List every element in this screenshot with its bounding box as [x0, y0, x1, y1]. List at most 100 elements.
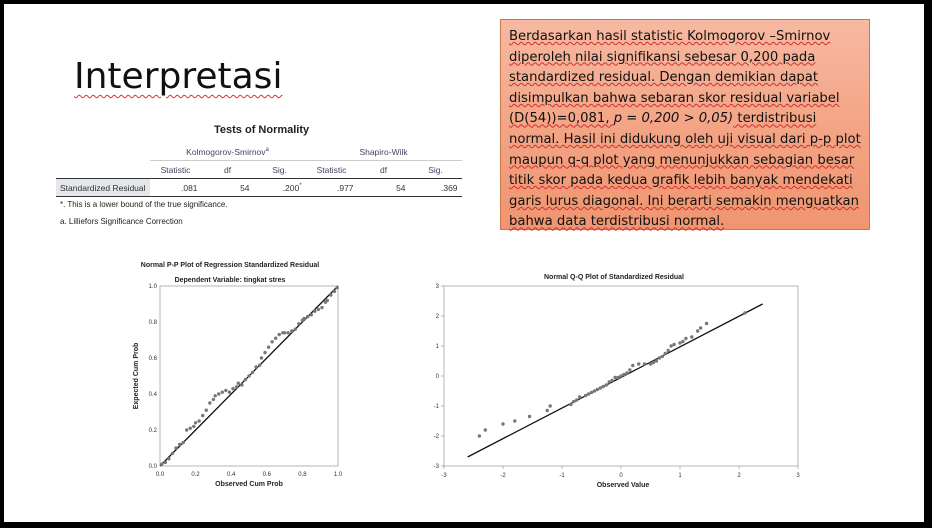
pp-point [185, 428, 189, 432]
table-cell: 54 [357, 178, 410, 197]
col-header: df [357, 160, 410, 179]
pp-point [320, 305, 324, 310]
qq-point [575, 398, 579, 402]
qq-point [586, 392, 591, 396]
qq-point [619, 374, 623, 378]
qq-x-tick: -1 [559, 473, 565, 479]
qq-point [569, 402, 573, 407]
qq-x-tick: -2 [500, 473, 506, 479]
interpretation-textbox[interactable]: Berdasarkan hasil statistic Kolmogorov –… [500, 19, 870, 230]
qq-point [704, 321, 709, 326]
pp-x-tick: 0.6 [263, 472, 272, 478]
pp-point [188, 426, 192, 430]
qq-point [625, 371, 629, 375]
qq-point [610, 378, 614, 383]
qq-point [616, 375, 620, 380]
normality-table-title: Tests of Normality [214, 124, 310, 136]
col-header: Statistic [305, 160, 358, 179]
qq-point [698, 326, 703, 330]
pp-point [290, 329, 294, 333]
pp-point [234, 385, 239, 389]
pp-y-tick: 0.4 [149, 392, 158, 398]
qq-point [622, 372, 626, 377]
pp-point [220, 390, 224, 394]
pp-point [197, 419, 201, 423]
qq-point [637, 362, 641, 366]
ks-group-header: Kolmogorov-Smirnova [149, 143, 306, 161]
qq-point [666, 348, 670, 353]
qq-point [527, 414, 532, 419]
qq-point [595, 387, 600, 392]
pp-point [204, 408, 208, 412]
qq-point [631, 363, 635, 368]
qq-point [696, 329, 700, 333]
qq-point [607, 380, 611, 384]
pp-point [192, 424, 196, 429]
corner-cell-2 [56, 161, 150, 179]
qq-x-tick: 0 [619, 473, 623, 479]
qq-x-tick: 3 [796, 473, 800, 479]
note-text-1: Berdasarkan hasil statistic Kolmogorov –… [509, 29, 840, 127]
qq-y-tick: 0 [436, 374, 440, 380]
qq-x-tick: 2 [737, 473, 741, 479]
pp-point [181, 440, 185, 445]
pp-point [335, 286, 339, 290]
qq-point [598, 386, 603, 390]
pp-point [193, 421, 198, 425]
qq-y-tick: 3 [436, 284, 440, 290]
pp-y-tick: 0.0 [149, 464, 158, 470]
qq-point [578, 395, 582, 399]
pp-y-tick: 0.8 [149, 320, 158, 326]
qq-point [483, 428, 487, 432]
pp-point [163, 460, 168, 465]
pp-title: Normal P-P Plot of Regression Standardiz… [141, 262, 319, 269]
pp-point [174, 446, 178, 450]
qq-title: Normal Q-Q Plot of Standardized Residual [544, 274, 684, 281]
pp-point [306, 314, 310, 319]
qq-point [583, 393, 588, 398]
pp-point [263, 350, 267, 355]
qq-x-tick: -3 [441, 473, 447, 479]
qq-point [601, 384, 605, 389]
pp-point [211, 397, 216, 402]
qq-point [592, 389, 597, 393]
pp-subtitle: Dependent Variable: tingkat stres [175, 277, 286, 284]
qq-y-tick: -2 [434, 434, 440, 440]
pp-point [170, 451, 175, 456]
qq-point [672, 342, 676, 347]
table-cell: 54 [201, 178, 254, 197]
qq-point [628, 368, 632, 372]
pp-point [316, 307, 321, 312]
pp-point [259, 356, 264, 360]
qq-x-tick: 1 [678, 473, 682, 479]
pp-point [325, 298, 330, 303]
qq-point [477, 434, 482, 438]
pp-point [277, 332, 281, 337]
table-footnote: *. This is a lower bound of the true sig… [60, 200, 228, 209]
pp-x-tick: 0.8 [298, 472, 307, 478]
pp-point [208, 401, 212, 405]
pp-y-tick: 0.2 [149, 428, 158, 434]
pp-x-tick: 0.0 [156, 472, 165, 478]
sw-group-header: Shapiro-Wilk [305, 143, 462, 161]
pp-point [236, 381, 241, 385]
pp-point [332, 289, 337, 294]
pp-point [250, 370, 255, 375]
pp-point [240, 383, 244, 387]
qq-point [648, 362, 653, 366]
qq-point [642, 362, 647, 366]
qq-y-tick: 1 [436, 344, 440, 350]
qq-point [613, 375, 617, 380]
table-cell: .081 [149, 178, 202, 197]
qq-point [660, 354, 664, 359]
col-header: Sig. [253, 160, 306, 179]
pp-point [167, 457, 171, 461]
pp-point [243, 377, 248, 382]
pp-point [293, 327, 297, 331]
slide-title: Interpretasi [74, 56, 283, 97]
qq-point [572, 399, 576, 404]
qq-plot: Normal Q-Q Plot of Standardized Residual… [434, 274, 801, 489]
qq-point [657, 356, 662, 360]
qq-point [651, 360, 656, 365]
row-label: Standardized Residual [56, 178, 150, 197]
